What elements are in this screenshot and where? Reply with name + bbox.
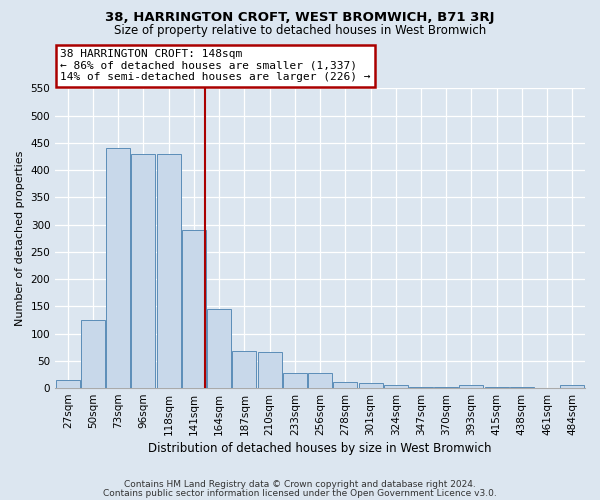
Bar (81, 320, 105, 388)
Text: 38, HARRINGTON CROFT, WEST BROMWICH, B71 3RJ: 38, HARRINGTON CROFT, WEST BROMWICH, B71… (105, 11, 495, 24)
Bar (308, 374, 332, 388)
Text: Contains HM Land Registry data © Crown copyright and database right 2024.: Contains HM Land Registry data © Crown c… (124, 480, 476, 489)
Bar (560, 385, 584, 388)
Bar (56, 380, 80, 388)
Text: 38 HARRINGTON CROFT: 148sqm
← 86% of detached houses are smaller (1,337)
14% of : 38 HARRINGTON CROFT: 148sqm ← 86% of det… (61, 49, 371, 82)
Text: Contains public sector information licensed under the Open Government Licence v3: Contains public sector information licen… (103, 489, 497, 498)
Bar (485, 387, 509, 388)
Bar (384, 386, 408, 388)
Bar (257, 352, 281, 388)
Bar (283, 374, 307, 388)
Bar (232, 351, 256, 388)
Y-axis label: Number of detached properties: Number of detached properties (15, 150, 25, 326)
X-axis label: Distribution of detached houses by size in West Bromwich: Distribution of detached houses by size … (148, 442, 492, 455)
Bar (131, 154, 155, 388)
Bar (182, 230, 206, 388)
Bar (157, 154, 181, 388)
Bar (460, 386, 484, 388)
Bar (434, 387, 458, 388)
Bar (207, 309, 231, 388)
Bar (334, 382, 357, 388)
Text: Size of property relative to detached houses in West Bromwich: Size of property relative to detached ho… (114, 24, 486, 37)
Bar (510, 387, 534, 388)
Bar (106, 148, 130, 388)
Bar (409, 387, 433, 388)
Bar (359, 383, 383, 388)
